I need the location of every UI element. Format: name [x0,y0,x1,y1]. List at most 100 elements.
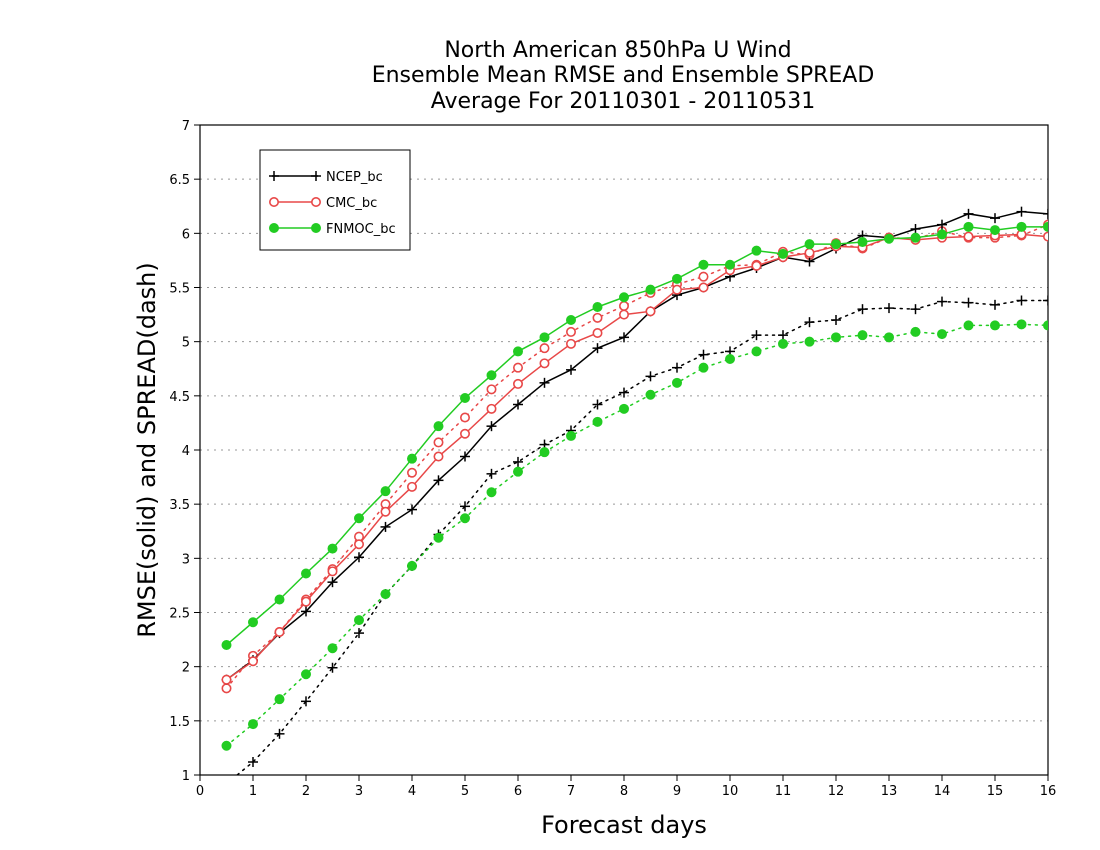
ncep-spread-point-28 [963,297,974,308]
cmc-spread-point-11 [512,362,523,373]
cmc-rmse-point-13 [565,338,576,349]
fnmoc-spread-point-9 [460,513,470,524]
cmc-spread-point-15 [618,300,629,311]
cmc-spread-point-8 [433,437,444,448]
fnmoc-rmse-point-3 [301,568,311,579]
ncep-rmse-point-28 [963,208,974,219]
fnmoc-rmse-point-24 [857,237,868,247]
ncep-rmse-point-22 [804,256,815,267]
fnmoc-rmse-point-2 [274,594,285,605]
cmc-spread-point-0 [221,683,232,694]
cmc-rmse-point-7 [406,481,417,492]
fnmoc-spread-point-20 [751,346,762,357]
ncep-spread-point-18 [698,349,709,360]
ncep-spread-point-23 [831,315,841,325]
fnmoc-rmse-point-18 [698,259,709,270]
gridlines [200,178,1048,722]
cmc-rmse-point-6 [380,506,391,517]
x-axis-label: Forecast days [541,811,707,839]
ncep-rmse-point-9 [460,451,470,462]
x-tick-label-3: 3 [355,784,363,799]
ncep-rmse-point-31 [1043,208,1048,219]
ncep-rmse-line [225,210,1048,681]
ncep-spread-point-9 [460,501,470,512]
fnmoc-spread-point-6 [380,589,391,600]
ncep-spread-point-30 [1016,295,1027,306]
cmc-rmse-point-31 [1043,231,1048,242]
fnmoc-spread-point-7 [407,560,417,571]
fnmoc-spread-point-3 [301,669,311,680]
legend: NCEP_bc CMC_bc FNMOC_bc [259,149,411,251]
fnmoc-rmse-point-14 [592,302,603,312]
x-tick-label-7: 7 [567,784,575,799]
title-line-2: Ensemble Mean RMSE and Ensemble SPREAD [372,63,875,88]
fnmoc-spread-point-2 [274,694,285,705]
ncep-rmse-point-10 [486,421,497,432]
fnmoc-spread-point-30 [1016,319,1027,330]
cmc-spread-point-18 [698,271,709,282]
cmc-spread-point-12 [539,343,550,354]
fnmoc-rmse-point-29 [990,225,1000,236]
x-tick-label-9: 9 [673,784,681,799]
x-tick-label-11: 11 [775,784,792,799]
ncep-rmse-point-12 [539,377,550,388]
fnmoc-rmse-point-6 [380,486,391,497]
fnmoc-spread-point-5 [354,615,364,626]
y-tick-label-8: 5 [182,336,190,351]
y-tick-label-5: 3.5 [169,498,190,513]
ncep-rmse-point-3 [301,606,311,617]
fnmoc-spread-point-12 [539,447,550,458]
fnmoc-rmse-point-19 [725,259,735,270]
y-tick-label-10: 6 [182,227,190,242]
ncep-rmse-point-13 [566,364,576,375]
ncep-spread-point-10 [486,468,497,479]
fnmoc-spread-point-29 [990,320,1000,331]
fnmoc-rmse-point-27 [937,229,947,240]
x-tick-label-8: 8 [620,784,628,799]
legend-marker-left-0 [269,171,279,181]
fnmoc-spread-point-8 [433,532,444,543]
fnmoc-rmse-point-21 [778,248,788,259]
fnmoc-spread-point-31 [1043,320,1048,331]
cmc-rmse-point-15 [618,309,629,320]
y-tick-label-4: 3 [182,552,190,567]
ncep-spread-point-3 [301,696,311,707]
fnmoc-rmse-line [225,226,1048,646]
cmc-rmse-point-3 [300,596,311,607]
fnmoc-rmse-point-13 [566,315,576,325]
x-tick-label-10: 10 [722,784,739,799]
x-tick-label-4: 4 [408,784,416,799]
cmc-spread-point-9 [459,412,470,423]
y-tick-label-11: 6.5 [169,173,190,188]
fnmoc-rmse-point-23 [831,239,841,250]
title-line-3: Average For 20110301 - 20110531 [431,89,816,114]
x-tick-label-2: 2 [302,784,310,799]
ncep-rmse-point-11 [513,399,523,410]
x-tick-label-16: 16 [1040,784,1057,799]
y-tick-label-12: 7 [182,119,190,134]
ncep-spread-point-16 [645,371,656,382]
ncep-spread-point-27 [937,296,947,307]
ncep-spread-line [235,299,1048,775]
cmc-rmse-point-22 [804,247,815,258]
fnmoc-spread-point-25 [884,332,894,343]
fnmoc-rmse-point-9 [460,393,470,403]
fnmoc-spread-point-16 [645,389,656,400]
ncep-rmse-point-8 [433,475,444,486]
ncep-rmse-point-30 [1016,206,1027,217]
fnmoc-rmse-point-10 [486,370,497,381]
fnmoc-spread-point-10 [486,487,497,498]
series-layer [221,206,1048,775]
fnmoc-spread-point-13 [566,430,576,441]
fnmoc-rmse-point-15 [619,292,629,303]
chart-title: North American 850hPa U Wind Ensemble Me… [372,38,875,114]
fnmoc-rmse-point-31 [1043,221,1048,232]
legend-box [259,149,411,251]
ncep-rmse-point-26 [910,224,921,234]
cmc-rmse-point-20 [751,260,762,271]
cmc-spread-point-13 [565,326,576,337]
x-tick-label-0: 0 [196,784,204,799]
x-tick-label-13: 13 [881,784,898,799]
cmc-rmse-point-9 [459,428,470,439]
